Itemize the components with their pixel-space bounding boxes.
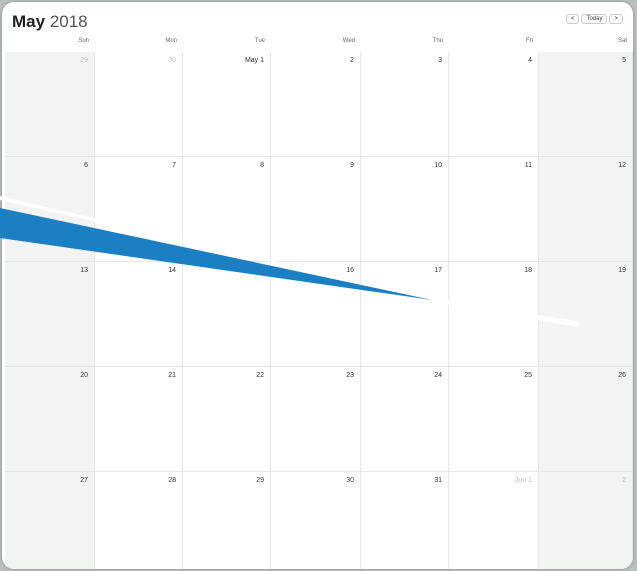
day-number: 24 bbox=[434, 372, 442, 379]
day-number: 14 bbox=[168, 267, 176, 274]
day-number: 30 bbox=[168, 57, 176, 64]
day-cell[interactable]: 14 bbox=[95, 262, 183, 367]
day-number: 12 bbox=[618, 162, 626, 169]
day-cell[interactable]: 2 bbox=[539, 472, 633, 569]
day-number: 20 bbox=[80, 372, 88, 379]
day-cell[interactable]: 6 bbox=[5, 157, 95, 262]
calendar: May 2018 < Today > SunMonTueWedThuFriSat… bbox=[2, 2, 633, 569]
day-cell[interactable]: Jun 1 bbox=[449, 472, 539, 569]
day-cell[interactable]: 2 bbox=[271, 52, 361, 157]
day-cell[interactable]: 25 bbox=[449, 367, 539, 472]
next-button[interactable]: > bbox=[609, 14, 623, 24]
day-number: 23 bbox=[346, 372, 354, 379]
day-cell[interactable]: 27 bbox=[5, 472, 95, 569]
day-cell[interactable]: 22 bbox=[183, 367, 271, 472]
day-number: 26 bbox=[618, 372, 626, 379]
weekday-label: Sun bbox=[5, 38, 89, 44]
day-cell[interactable]: 7 bbox=[95, 157, 183, 262]
day-cell[interactable]: 31 bbox=[361, 472, 449, 569]
day-cell[interactable]: 26 bbox=[539, 367, 633, 472]
day-cell[interactable]: 21 bbox=[95, 367, 183, 472]
day-cell[interactable]: 24 bbox=[361, 367, 449, 472]
weekday-label: Mon bbox=[95, 38, 177, 44]
day-cell[interactable]: 18 bbox=[449, 262, 539, 367]
day-number: 5 bbox=[622, 57, 626, 64]
day-number: 27 bbox=[80, 477, 88, 484]
day-cell[interactable]: 9 bbox=[271, 157, 361, 262]
day-number: 21 bbox=[168, 372, 176, 379]
day-cell[interactable]: 16 bbox=[271, 262, 361, 367]
day-number: 2 bbox=[350, 57, 354, 64]
day-number: 29 bbox=[256, 477, 264, 484]
day-cell[interactable]: 20 bbox=[5, 367, 95, 472]
day-number: Jun 1 bbox=[515, 477, 532, 484]
day-number: 29 bbox=[80, 57, 88, 64]
day-cell[interactable]: 10 bbox=[361, 157, 449, 262]
weekday-label: Tue bbox=[183, 38, 265, 44]
day-number: 3 bbox=[438, 57, 442, 64]
day-number: 8 bbox=[260, 162, 264, 169]
day-cell[interactable]: 23 bbox=[271, 367, 361, 472]
day-number: 10 bbox=[434, 162, 442, 169]
day-number: 25 bbox=[524, 372, 532, 379]
day-cell[interactable]: May 1 bbox=[183, 52, 271, 157]
day-cell[interactable]: 30 bbox=[271, 472, 361, 569]
day-cell[interactable]: 3 bbox=[361, 52, 449, 157]
day-number: 30 bbox=[346, 477, 354, 484]
day-number: 6 bbox=[84, 162, 88, 169]
today-button[interactable]: Today bbox=[581, 14, 607, 24]
day-number: 2 bbox=[622, 477, 626, 484]
weekday-label: Wed bbox=[271, 38, 355, 44]
day-cell[interactable]: 12 bbox=[539, 157, 633, 262]
day-number: 9 bbox=[350, 162, 354, 169]
day-number: 28 bbox=[168, 477, 176, 484]
day-number: 18 bbox=[524, 267, 532, 274]
day-number: 11 bbox=[525, 162, 532, 169]
day-number: 7 bbox=[172, 162, 176, 169]
day-cell[interactable]: 30 bbox=[95, 52, 183, 157]
day-cell[interactable]: 15 bbox=[183, 262, 271, 367]
day-cell[interactable]: 29 bbox=[183, 472, 271, 569]
day-number: 4 bbox=[528, 57, 532, 64]
day-cell[interactable]: 28 bbox=[95, 472, 183, 569]
day-number: 16 bbox=[346, 267, 354, 274]
day-cell[interactable]: 5 bbox=[539, 52, 633, 157]
day-cell[interactable]: 11 bbox=[449, 157, 539, 262]
day-number: 22 bbox=[256, 372, 264, 379]
month-title: May 2018 bbox=[12, 12, 88, 32]
day-number: 15 bbox=[256, 267, 264, 274]
weekday-label: Fri bbox=[449, 38, 533, 44]
day-number: 19 bbox=[618, 267, 626, 274]
day-number: May 1 bbox=[245, 57, 264, 64]
month: May bbox=[12, 12, 45, 31]
nav: < Today > bbox=[566, 14, 623, 24]
day-cell[interactable]: 8 bbox=[183, 157, 271, 262]
day-cell[interactable]: 17 bbox=[361, 262, 449, 367]
day-cell[interactable]: 4 bbox=[449, 52, 539, 157]
weekday-label: Sat bbox=[539, 38, 627, 44]
day-cell[interactable]: 29 bbox=[5, 52, 95, 157]
year: 2018 bbox=[50, 12, 88, 31]
day-cell[interactable]: 13 bbox=[5, 262, 95, 367]
weekday-label: Thu bbox=[361, 38, 443, 44]
day-number: 17 bbox=[434, 267, 442, 274]
day-number: 13 bbox=[80, 267, 88, 274]
day-cell[interactable]: 19 bbox=[539, 262, 633, 367]
prev-button[interactable]: < bbox=[566, 14, 580, 24]
day-number: 31 bbox=[434, 477, 442, 484]
